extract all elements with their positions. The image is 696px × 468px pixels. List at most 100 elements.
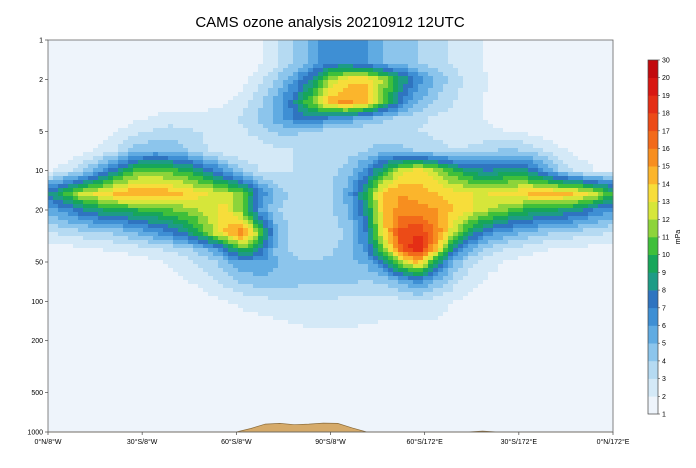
field-cell <box>268 140 274 145</box>
field-cell <box>173 180 179 185</box>
field-cell <box>53 132 59 137</box>
field-cell <box>273 184 279 189</box>
field-cell <box>118 212 124 217</box>
field-cell <box>483 72 489 77</box>
field-cell <box>388 76 394 81</box>
field-cell <box>288 40 294 45</box>
field-cell <box>158 120 164 125</box>
field-cell <box>53 84 59 89</box>
field-cell <box>423 76 429 81</box>
field-cell <box>203 80 209 85</box>
field-cell <box>398 208 404 213</box>
field-cell <box>338 188 344 193</box>
field-cell <box>158 92 164 97</box>
field-cell <box>238 80 244 85</box>
field-cell <box>218 124 224 129</box>
field-cell <box>338 64 344 69</box>
field-cell <box>283 192 289 197</box>
field-cell <box>363 60 369 65</box>
field-cell <box>333 104 339 109</box>
field-cell <box>513 192 519 197</box>
field-cell <box>333 184 339 189</box>
field-cell <box>133 152 139 157</box>
field-cell <box>303 92 309 97</box>
field-cell <box>123 108 129 113</box>
field-cell <box>188 96 194 101</box>
field-cell <box>528 188 534 193</box>
field-cell <box>438 80 444 85</box>
field-cell <box>563 56 569 61</box>
field-cell <box>143 100 149 105</box>
field-cell <box>68 140 74 145</box>
field-cell <box>548 44 554 49</box>
field-cell <box>463 108 469 113</box>
field-cell <box>118 144 124 149</box>
field-cell <box>163 72 169 77</box>
field-cell <box>218 72 224 77</box>
field-cell <box>593 68 599 73</box>
field-cell <box>418 68 424 73</box>
field-cell <box>258 88 264 93</box>
field-cell <box>323 60 329 65</box>
field-cell <box>453 64 459 69</box>
field-cell <box>208 76 214 81</box>
field-cell <box>403 160 409 165</box>
field-cell <box>318 136 324 141</box>
field-cell <box>558 180 564 185</box>
field-cell <box>283 152 289 157</box>
field-cell <box>523 144 529 149</box>
field-cell <box>338 156 344 161</box>
field-cell <box>88 216 94 221</box>
field-cell <box>508 200 514 205</box>
field-cell <box>538 180 544 185</box>
field-cell <box>118 216 124 221</box>
field-cell <box>608 148 614 153</box>
field-cell <box>168 180 174 185</box>
field-cell <box>323 212 329 217</box>
field-cell <box>208 40 214 45</box>
field-cell <box>303 140 309 145</box>
field-cell <box>288 196 294 201</box>
field-cell <box>473 100 479 105</box>
field-cell <box>483 92 489 97</box>
field-cell <box>543 176 549 181</box>
field-cell <box>143 152 149 157</box>
field-cell <box>388 148 394 153</box>
field-cell <box>408 128 414 133</box>
field-cell <box>443 164 449 169</box>
field-cell <box>113 152 119 157</box>
field-cell <box>143 124 149 129</box>
field-cell <box>373 92 379 97</box>
field-cell <box>288 116 294 121</box>
field-cell <box>168 132 174 137</box>
field-cell <box>128 96 134 101</box>
field-cell <box>518 160 524 165</box>
field-cell <box>203 128 209 133</box>
field-cell <box>58 100 64 105</box>
field-cell <box>488 108 494 113</box>
field-cell <box>413 124 419 129</box>
field-cell <box>593 180 599 185</box>
field-cell <box>473 156 479 161</box>
field-cell <box>548 188 554 193</box>
field-cell <box>148 88 154 93</box>
field-cell <box>98 144 104 149</box>
field-cell <box>218 112 224 117</box>
field-cell <box>108 140 114 145</box>
field-cell <box>203 112 209 117</box>
field-cell <box>498 168 504 173</box>
field-cell <box>263 44 269 49</box>
field-cell <box>268 188 274 193</box>
field-cell <box>128 152 134 157</box>
field-cell <box>573 64 579 69</box>
field-cell <box>138 48 144 53</box>
field-cell <box>378 84 384 89</box>
field-cell <box>368 172 374 177</box>
field-cell <box>308 164 314 169</box>
field-cell <box>473 212 479 217</box>
field-cell <box>158 160 164 165</box>
field-cell <box>308 96 314 101</box>
field-cell <box>478 188 484 193</box>
field-cell <box>283 100 289 105</box>
field-cell <box>463 160 469 165</box>
